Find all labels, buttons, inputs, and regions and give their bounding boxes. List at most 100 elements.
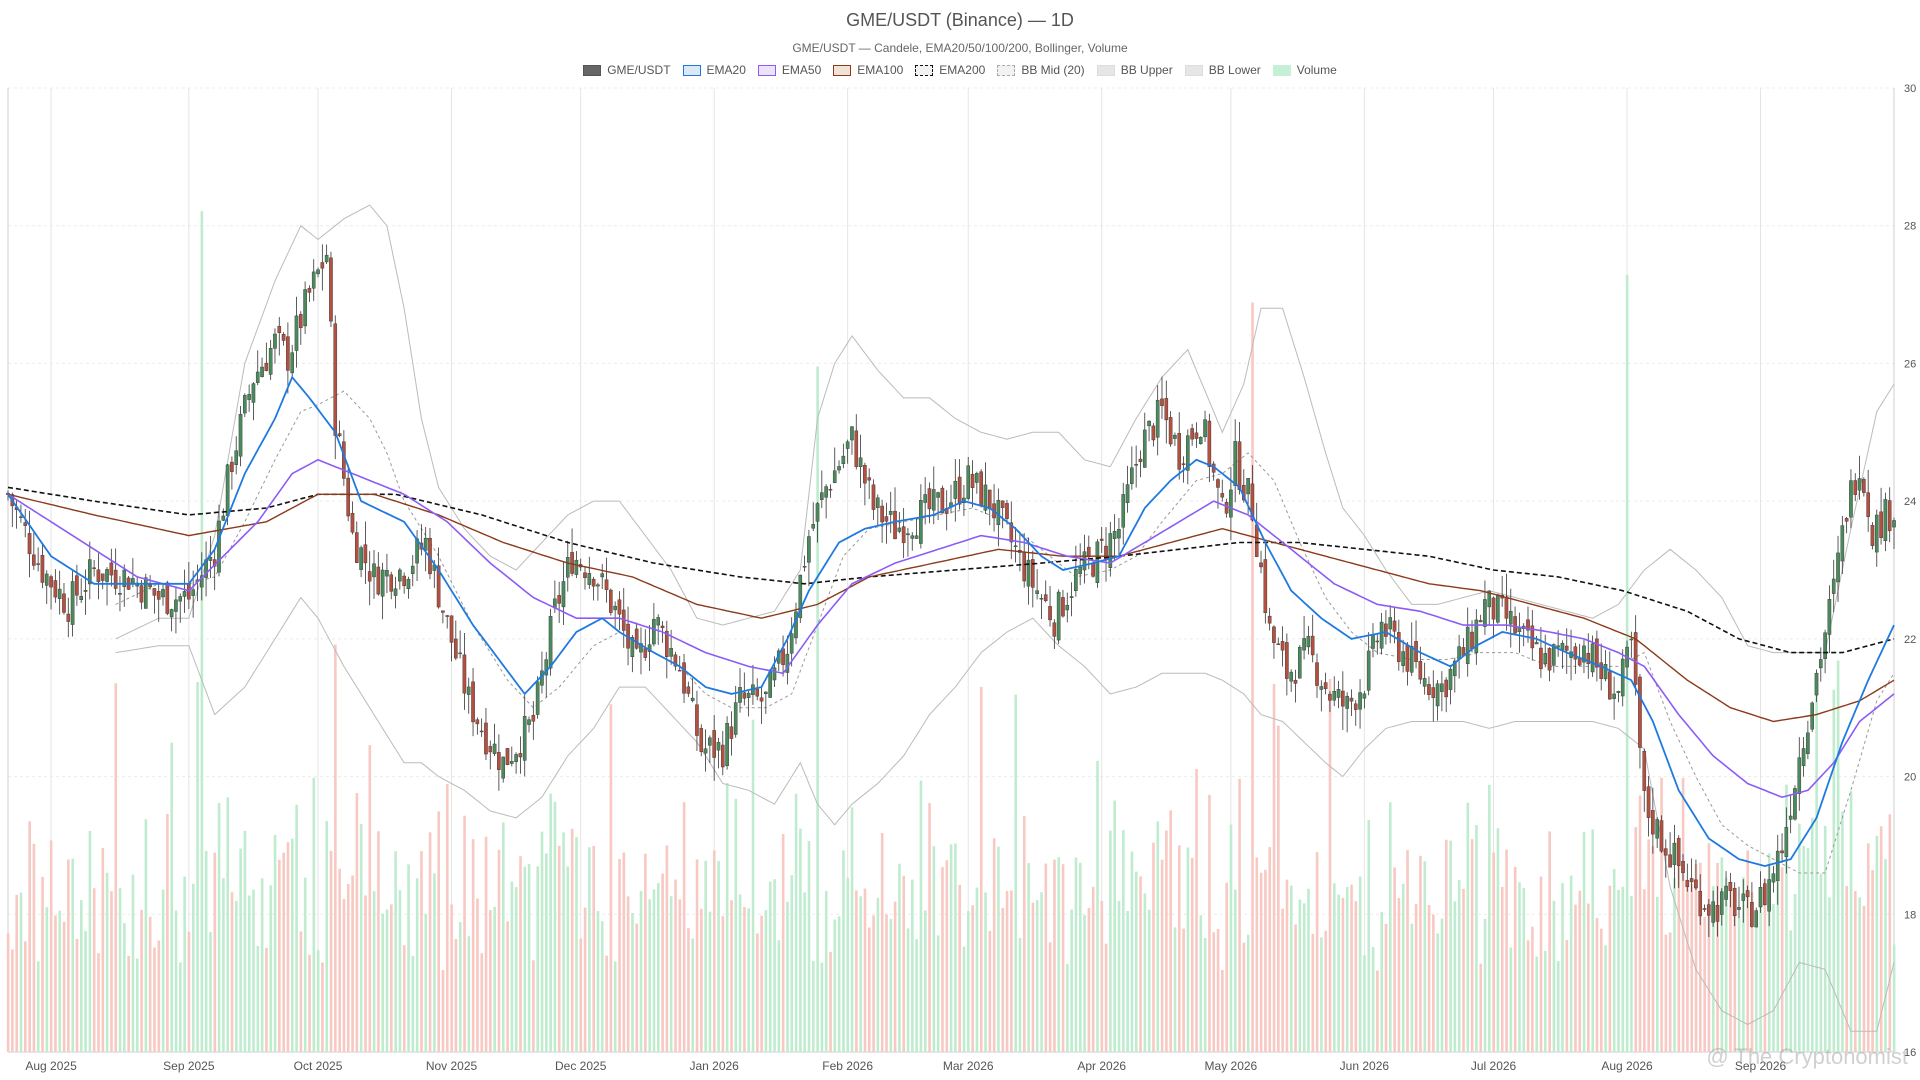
candle-body: [1409, 645, 1414, 673]
volume-bar: [1595, 918, 1599, 1052]
volume-bar: [837, 916, 841, 1052]
candle-body: [755, 688, 760, 697]
candle-body: [1659, 820, 1664, 852]
volume-bar: [321, 962, 324, 1052]
volume-bar: [213, 852, 217, 1052]
candle-body: [1646, 786, 1651, 818]
volume-bar: [1513, 866, 1517, 1052]
y-tick-label: 16: [1904, 1047, 1916, 1059]
candle-body: [505, 748, 510, 765]
candle-body: [191, 589, 195, 596]
legend-item-bb-lower[interactable]: BB Lower: [1184, 63, 1261, 77]
candle-body: [1405, 644, 1410, 672]
candle-body: [656, 617, 660, 626]
volume-bar: [1755, 916, 1758, 1052]
candle-body: [746, 692, 751, 698]
legend-item-ema200[interactable]: EMA200: [915, 63, 985, 77]
candle-body: [1806, 732, 1810, 755]
candle-body: [880, 505, 884, 523]
volume-bar: [252, 889, 255, 1052]
volume-bar: [824, 890, 828, 1052]
volume-bar: [906, 928, 910, 1052]
legend-item-bb-upper[interactable]: BB Upper: [1096, 63, 1173, 77]
candle-body: [1371, 634, 1375, 649]
volume-bar: [1526, 940, 1530, 1052]
candle-body: [807, 536, 811, 563]
volume-bar: [984, 892, 987, 1052]
candle-body: [1302, 638, 1306, 651]
candle-body: [729, 726, 734, 739]
candle-body: [927, 488, 932, 510]
candle-body: [1401, 651, 1405, 666]
volume-bar: [652, 889, 656, 1052]
candle-body: [1345, 695, 1349, 709]
volume-bar: [773, 879, 776, 1052]
legend-item-volume[interactable]: Volume: [1272, 63, 1337, 77]
volume-bar: [148, 916, 152, 1052]
volume-bar: [1699, 862, 1702, 1052]
volume-bar: [1617, 889, 1620, 1052]
legend-item-ema50[interactable]: EMA50: [757, 63, 821, 77]
volume-bar: [859, 896, 862, 1052]
candle-body: [1629, 638, 1634, 641]
volume-bar: [342, 899, 346, 1052]
volume-bar: [174, 910, 178, 1052]
candle-body: [1323, 682, 1328, 690]
candle-body: [570, 552, 574, 574]
volume-bar: [92, 888, 96, 1052]
candle-body: [161, 589, 165, 598]
volume-bar: [1376, 970, 1379, 1052]
candle-body: [669, 648, 673, 657]
volume-bar: [1083, 915, 1086, 1052]
volume-bar: [700, 908, 703, 1052]
volume-bar: [71, 858, 74, 1052]
volume-bar: [893, 901, 897, 1052]
candle-body: [1767, 879, 1771, 912]
legend-swatch: [682, 64, 701, 76]
volume-bar: [592, 845, 596, 1052]
candle-body: [953, 480, 958, 499]
legend-swatch: [915, 64, 934, 76]
candle-body: [1431, 687, 1436, 699]
candle-body: [574, 559, 579, 575]
volume-bar: [1139, 876, 1142, 1052]
volume-bar: [1277, 725, 1280, 1052]
volume-bar: [1122, 830, 1125, 1052]
candle-body: [781, 648, 785, 665]
candle-body: [789, 633, 794, 654]
legend-item-bb-mid-20[interactable]: BB Mid (20): [997, 63, 1085, 77]
volume-bar: [11, 949, 14, 1052]
volume-bar: [49, 840, 53, 1052]
candle-body: [1663, 848, 1668, 856]
candle-body: [1586, 652, 1591, 665]
volume-bar: [1341, 897, 1345, 1052]
volume-bar: [1423, 861, 1427, 1052]
volume-bar: [41, 876, 44, 1052]
volume-bar: [1879, 826, 1883, 1052]
volume-bar: [58, 910, 62, 1052]
volume-bar: [678, 899, 682, 1052]
candle-body: [931, 489, 936, 511]
volume-bar: [1612, 869, 1616, 1052]
legend-item-gme-usdt[interactable]: GME/USDT: [583, 63, 671, 77]
candle-body: [1130, 467, 1134, 484]
volume-bar: [691, 938, 695, 1052]
volume-bar: [273, 834, 277, 1052]
candle-body: [652, 619, 656, 645]
volume-bar: [1823, 825, 1827, 1052]
candle-body: [1508, 610, 1513, 625]
candle-body: [983, 484, 988, 511]
volume-bar: [1849, 790, 1853, 1052]
candle-body: [53, 580, 58, 598]
candle-body: [1552, 644, 1556, 666]
candle-body: [1879, 511, 1883, 538]
volume-bar: [876, 897, 880, 1052]
candle-body: [768, 671, 772, 698]
candle-body: [1844, 518, 1849, 522]
legend-item-ema100[interactable]: EMA100: [833, 63, 903, 77]
candle-body: [1297, 647, 1302, 679]
legend-item-ema20[interactable]: EMA20: [682, 63, 746, 77]
volume-bar: [1531, 926, 1534, 1052]
volume-bar: [1660, 777, 1663, 1052]
volume-bar: [669, 896, 673, 1052]
